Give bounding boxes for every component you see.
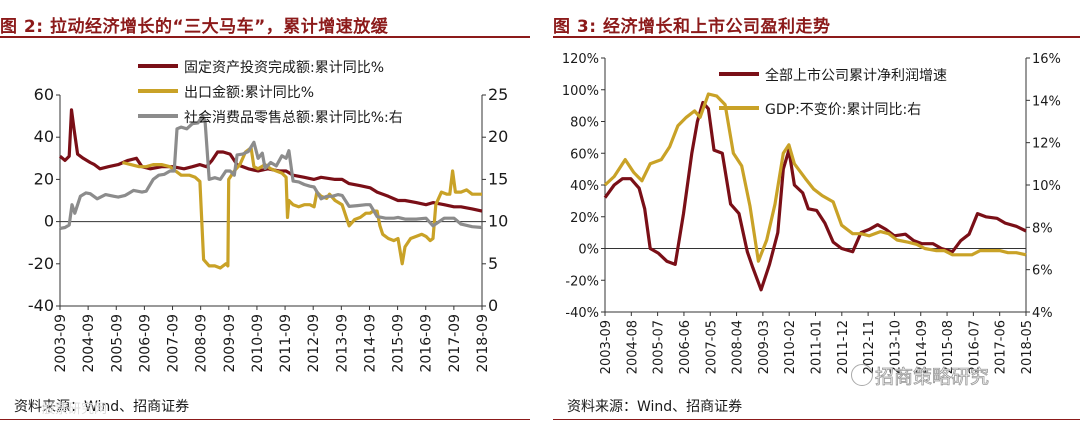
y-left-tick-label: 60 [34, 85, 54, 104]
y-right-tick-label: 14% [1032, 94, 1061, 109]
x-tick-label: 2011-01 [810, 320, 825, 374]
x-tick-label: 2005-07 [652, 320, 667, 374]
y-left-tick-label: 0% [578, 243, 599, 258]
x-tick-label: 2005-09 [109, 314, 125, 373]
x-tick-label: 2012-11 [862, 320, 877, 374]
x-tick-label: 2015-08 [941, 320, 956, 374]
y-right-tick-label: 10 [488, 212, 508, 231]
x-tick-label: 2008-09 [194, 314, 210, 373]
y-right-tick-label: 20 [488, 127, 508, 146]
y-right-tick-label: 5 [488, 254, 498, 273]
x-tick-label: 2018-09 [475, 314, 491, 373]
y-left-tick-label: -20 [28, 254, 54, 273]
y-left-tick-label: 0 [44, 212, 54, 231]
x-tick-label: 2004-08 [625, 320, 640, 374]
x-tick-label: 2013-10 [888, 320, 903, 374]
y-right-tick-label: 16% [1032, 52, 1061, 67]
x-tick-label: 2016-09 [419, 314, 435, 373]
x-tick-label: 2007-05 [704, 320, 719, 374]
x-tick-label: 2010-09 [250, 314, 266, 373]
y-right-tick-label: 0 [488, 296, 498, 315]
y-left-tick-label: 60% [570, 147, 599, 162]
chart3-bottom-rule [553, 419, 1080, 420]
y-right-tick-label: 25 [488, 85, 508, 104]
series-line-1 [603, 92, 1027, 263]
y-left-tick-label: 100% [562, 84, 599, 99]
y-left-tick-label: 20 [34, 169, 54, 188]
y-left-tick-label: 20% [570, 211, 599, 226]
chart3-title: 图 3: 经济增长和上市公司盈利走势 [553, 17, 831, 37]
x-tick-label: 2011-09 [278, 314, 294, 373]
legend-label-1: 出口金额:累计同比% [184, 85, 314, 101]
y-right-tick-label: 6% [1032, 264, 1053, 279]
x-tick-label: 2008-04 [731, 320, 746, 374]
x-tick-label: 2016-07 [967, 320, 982, 374]
x-tick-label: 2003-09 [53, 314, 69, 373]
chart2-title-rule [0, 36, 530, 38]
chart2-svg: -40 -20 0 20 40 60 0 5 10 15 20 25 2003-09 2004-09 200… [28, 60, 509, 373]
chart2-title: 图 2: 拉动经济增长的“三大马车”，累计增速放缓 [0, 17, 389, 37]
left-chart-panel: 图 2: 拉动经济增长的“三大马车”，累计增速放缓 -40 -20 0 20 40 60 0… [0, 0, 530, 425]
x-tick-label: 2018-05 [1020, 320, 1035, 374]
x-tick-label: 2014-09 [915, 320, 930, 374]
legend-label-0: 固定资产投资完成额:累计同比% [184, 60, 384, 76]
y-left-tick-label: 40 [34, 127, 54, 146]
x-tick-label: 2010-02 [783, 320, 798, 374]
y-left-tick-label: 120% [562, 52, 599, 67]
x-tick-label: 2011-12 [836, 320, 851, 374]
right-chart-panel: 图 3: 经济增长和上市公司盈利走势 -40% -20% 0% 20% 40% 60% 80… [553, 0, 1080, 425]
y-right-tick-label: 15 [488, 169, 508, 188]
series-line-0 [603, 100, 1027, 292]
x-tick-label: 2004-09 [81, 314, 97, 373]
x-tick-label: 2014-09 [362, 314, 378, 373]
x-tick-label: 2003-09 [599, 320, 614, 374]
y-left-tick-label: -40% [565, 306, 599, 321]
series-line-2 [59, 114, 483, 230]
chart3-svg: -40% -20% 0% 20% 40% 60% 80% 100% 120% 4% 6% 8% 10% 1… [562, 52, 1061, 374]
x-tick-label: 2012-09 [306, 314, 322, 373]
y-right-tick-label: 10% [1032, 179, 1061, 194]
y-left-tick-label: 40% [570, 179, 599, 194]
x-tick-label: 2017-06 [994, 320, 1009, 374]
x-tick-label: 2017-09 [447, 314, 463, 373]
x-tick-label: 2015-09 [391, 314, 407, 373]
x-tick-label: 2009-09 [222, 314, 238, 373]
series-line-1 [122, 146, 482, 270]
x-tick-label: 2007-09 [166, 314, 182, 373]
x-tick-label: 2009-03 [757, 320, 772, 374]
y-right-tick-label: 4% [1032, 306, 1053, 321]
legend-label-1: GDP:不变价:累计同比:右 [765, 102, 921, 118]
chart3-source: 资料来源：Wind、招商证券 [567, 399, 743, 415]
y-right-tick-label: 8% [1032, 221, 1053, 236]
x-tick-label: 2006-06 [678, 320, 693, 374]
x-tick-label: 2013-09 [334, 314, 350, 373]
chart3-title-rule [553, 36, 1080, 38]
watermark-right: 招商策略研究 [875, 366, 990, 389]
y-right-tick-label: 12% [1032, 137, 1061, 152]
watermark-left: 股票研究网 [42, 402, 108, 417]
wechat-watermark-icon [851, 364, 873, 386]
x-tick-label: 2006-09 [137, 314, 153, 373]
legend-label-0: 全部上市公司累计净利润增速 [765, 67, 947, 84]
chart2-source: 资料来源：Wind、招商证券 [14, 399, 190, 415]
legend-label-2: 社会消费品零售总额:累计同比%:右 [184, 110, 403, 126]
y-left-tick-label: 80% [570, 116, 599, 131]
y-left-tick-label: -20% [565, 274, 599, 289]
y-left-tick-label: -40 [28, 296, 54, 315]
chart2-bottom-rule [0, 419, 530, 420]
